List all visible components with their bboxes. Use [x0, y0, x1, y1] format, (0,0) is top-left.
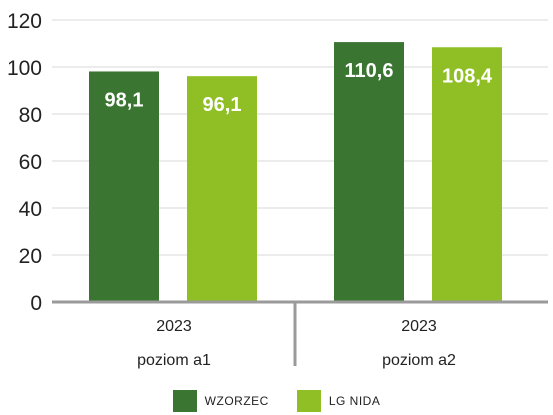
category-group-label: poziom a1 — [137, 352, 211, 369]
y-tick-label: 0 — [30, 292, 42, 315]
bar — [187, 76, 257, 302]
y-tick-label: 40 — [19, 198, 42, 221]
category-year-label: 2023 — [156, 318, 192, 335]
y-tick-label: 20 — [19, 245, 42, 268]
legend-item-lg-nida: LG NIDA — [296, 390, 381, 412]
data-labels: 98,1 96,1 110,6 108,4 — [105, 60, 493, 116]
data-label: 96,1 — [203, 94, 242, 116]
legend-label-wzorzec: WZORZEC — [204, 394, 269, 408]
bar — [432, 47, 502, 303]
legend-swatch-wzorzec — [172, 390, 197, 412]
x-axis-categories: 2023 poziom a1 2023 poziom a2 — [137, 318, 456, 369]
category-group-label: poziom a2 — [382, 352, 456, 369]
data-label: 110,6 — [345, 60, 394, 82]
y-tick-label: 120 — [7, 10, 42, 33]
y-tick-label: 80 — [19, 104, 42, 127]
y-tick-label: 60 — [19, 151, 42, 174]
data-label: 108,4 — [442, 65, 493, 87]
legend-label-lg-nida: LG NIDA — [328, 394, 381, 408]
bars — [89, 42, 502, 303]
legend-swatch-lg-nida — [296, 390, 321, 412]
category-year-label: 2023 — [401, 318, 437, 335]
y-axis-ticks: 0 20 40 60 80 100 120 — [7, 10, 42, 315]
y-tick-label: 100 — [7, 57, 42, 80]
bar — [89, 71, 159, 302]
legend-item-wzorzec: WZORZEC — [172, 390, 269, 412]
legend: WZORZEC LG NIDA — [0, 390, 553, 412]
data-label: 98,1 — [105, 89, 144, 111]
bar — [334, 42, 404, 303]
